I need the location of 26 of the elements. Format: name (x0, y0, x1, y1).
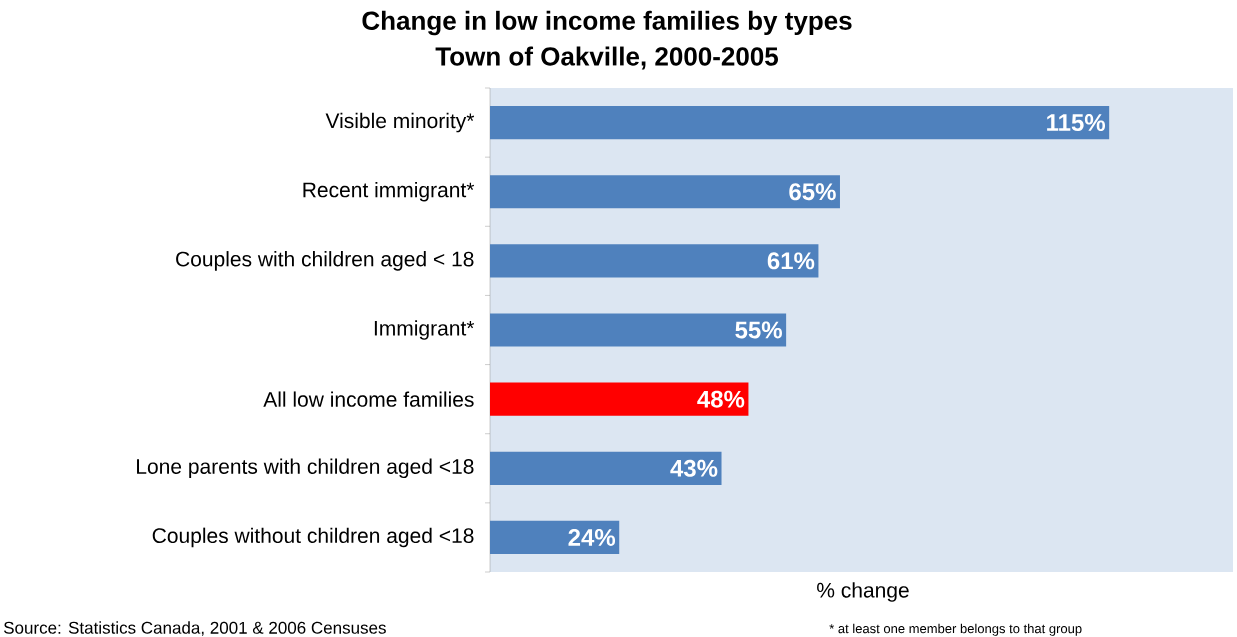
x-axis-title: % change (817, 582, 909, 602)
chart-subtitle: Town of Oakville, 2000-2005 (435, 46, 778, 70)
bar (490, 244, 819, 278)
text: * at least one member belongs to that group (829, 623, 1082, 636)
chart-title: Change in low income families by types (362, 10, 852, 36)
bar (490, 520, 620, 555)
data-label: 48% (697, 390, 745, 408)
data-label: 43% (670, 459, 718, 477)
bar (490, 451, 722, 485)
bar (490, 105, 1110, 140)
y-tick-label: Recent immigrant* (303, 181, 475, 202)
data-label: 115% (1047, 114, 1106, 132)
y-tick-label: Immigrant* (374, 320, 475, 340)
data-label: 61% (767, 252, 815, 270)
y-tick-label: All low income families (263, 391, 474, 407)
data-label: 55% (735, 321, 782, 339)
y-tick-label: Visible minority* (325, 112, 475, 133)
bar (490, 313, 787, 347)
data-label: 65% (789, 183, 836, 201)
data-label: 24% (568, 528, 616, 546)
y-tick-label: Couples with children aged < 18 (176, 251, 474, 271)
bar (490, 175, 840, 209)
y-tick-label: Lone parents with children aged <18 (137, 458, 474, 479)
y-tick-label: Couples without children aged <18 (152, 527, 474, 548)
bar (490, 382, 749, 416)
source-note: Source: Statistics Canada, 2001 & 2006 Censuses (3, 621, 386, 636)
